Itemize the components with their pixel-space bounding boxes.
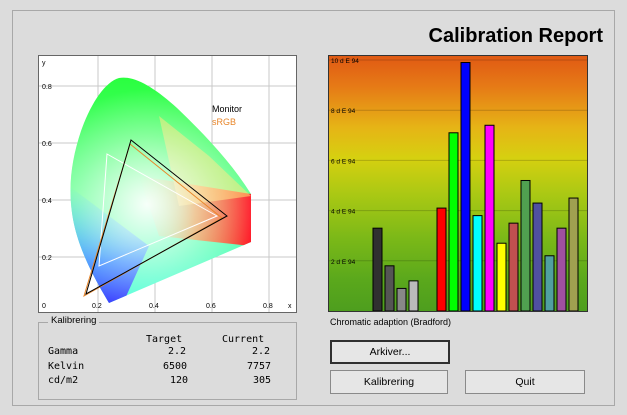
delta-e-bar: [532, 202, 543, 311]
current-header: Current: [222, 334, 265, 345]
spectral-locus: [70, 77, 251, 303]
bar-chart-y-tick: 6 d E 94: [331, 158, 356, 165]
quit-button[interactable]: Quit: [465, 370, 585, 394]
delta-e-bar: [508, 222, 519, 311]
gamma-label: Gamma: [48, 346, 79, 357]
delta-e-bar: [556, 227, 567, 311]
kelvin-target: 6500: [163, 361, 188, 372]
delta-e-bar: [436, 207, 447, 311]
delta-e-bar: [384, 265, 395, 311]
kelvin-current: 7757: [247, 361, 272, 372]
bar-chart-y-tick: 4 d E 94: [331, 209, 356, 216]
cie-y-tick: 0.8: [42, 84, 52, 91]
delta-e-bar: [396, 287, 407, 311]
calibration-group: [38, 322, 297, 400]
delta-e-bar: [544, 255, 555, 311]
delta-e-bar: [372, 227, 383, 311]
delta-e-bar: [408, 280, 419, 311]
kelvin-label: Kelvin: [48, 361, 85, 372]
legend-monitor: Monitor: [212, 104, 242, 114]
legend-isocoated: ISOcoated: [212, 130, 255, 140]
calibration-group-title: Kalibrering: [48, 315, 100, 326]
delta-e-bar: [472, 215, 483, 311]
monitor-gamut: [85, 139, 228, 296]
gamma-target: 2.2: [168, 346, 187, 357]
delta-e-bar: [484, 124, 495, 311]
luminance-label: cd/m2: [48, 375, 79, 386]
cie-x-tick: 0.6: [206, 303, 216, 310]
target-header: Target: [146, 334, 183, 345]
cie-y-tick: 0.2: [42, 255, 52, 262]
delta-e-bar: [520, 179, 531, 311]
bar-chart-y-tick: 2 d E 94: [331, 259, 356, 266]
cie-x-tick: 0.8: [263, 303, 273, 310]
cie-x-tick: 0.2: [92, 303, 102, 310]
legend-srgb: sRGB: [212, 117, 236, 127]
luminance-target: 120: [170, 375, 189, 386]
delta-e-bar: [568, 197, 579, 311]
bar-chart-y-tick: 10 d E 94: [331, 58, 359, 65]
report-title: Calibration Report: [428, 25, 603, 47]
cie-y-axis-letter: y: [42, 60, 46, 67]
archive-button[interactable]: Arkiver...: [330, 340, 450, 364]
cie-x-tick: 0: [42, 303, 46, 310]
luminance-current: 305: [253, 375, 272, 386]
calibrate-button[interactable]: Kalibrering: [330, 370, 448, 394]
gamma-current: 2.2: [252, 346, 271, 357]
cie-x-tick: 0.4: [149, 303, 159, 310]
delta-e-bar: [460, 62, 471, 311]
cie-y-tick: 0.6: [42, 141, 52, 148]
cie-y-tick: 0.4: [42, 198, 52, 205]
delta-e-bar: [496, 242, 507, 311]
isocoated-gamut: [98, 153, 219, 267]
chromatic-adaptation-label: Chromatic adaption (Bradford): [330, 317, 452, 327]
cie-x-axis-letter: x: [288, 303, 292, 310]
delta-e-bar: [448, 132, 459, 311]
cie-chromaticity-diagram: y x 0.8 0.6 0.4 0.2 0 0.2 0.4 0.6 0.8 Mo…: [38, 55, 297, 313]
bar-chart-y-tick: 8 d E 94: [331, 108, 356, 115]
delta-e-bar-chart: 2 d E 94 4 d E 94 6 d E 94 8 d E 94 10 d E 9…: [328, 55, 588, 312]
